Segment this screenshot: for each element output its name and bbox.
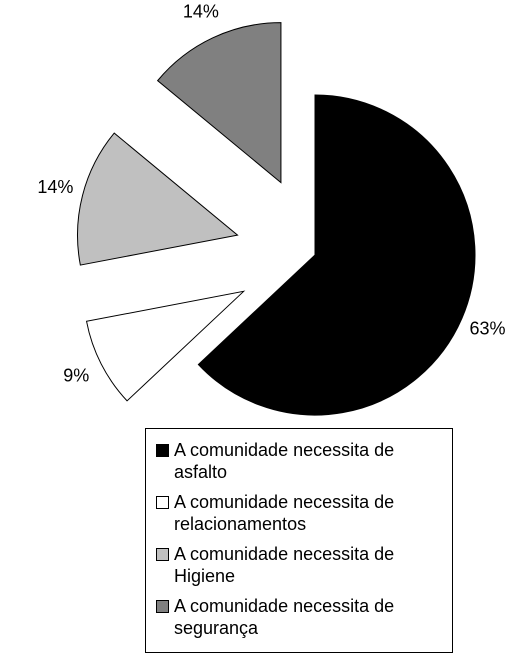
legend-swatch [156, 600, 169, 613]
legend-label: A comunidade necessita de asfalto [174, 440, 395, 482]
legend-swatch [156, 496, 169, 509]
legend-entry: A comunidade necessita de segurança [156, 595, 444, 639]
legend-label: A comunidade necessita de relacionamento… [174, 492, 395, 534]
legend-entry: A comunidade necessita de Higiene [156, 543, 444, 587]
pie-slice [77, 132, 239, 266]
pie-slice [197, 94, 476, 416]
pie-slice [156, 22, 282, 184]
data-label: 14% [183, 1, 219, 21]
pie-slice [85, 290, 246, 402]
legend-label: A comunidade necessita de Higiene [174, 544, 395, 586]
legend-entry: A comunidade necessita de asfalto [156, 439, 444, 483]
legend-entry: A comunidade necessita de relacionamento… [156, 491, 444, 535]
chart: 63% 9% 14% 14% [37, 1, 506, 416]
legend: A comunidade necessita de asfalto A comun… [145, 428, 453, 653]
data-label: 9% [63, 365, 89, 385]
legend-swatch [156, 548, 169, 561]
data-label: 14% [37, 177, 73, 197]
legend-label: A comunidade necessita de segurança [174, 596, 395, 638]
data-label: 63% [470, 318, 506, 338]
legend-swatch [156, 444, 169, 457]
